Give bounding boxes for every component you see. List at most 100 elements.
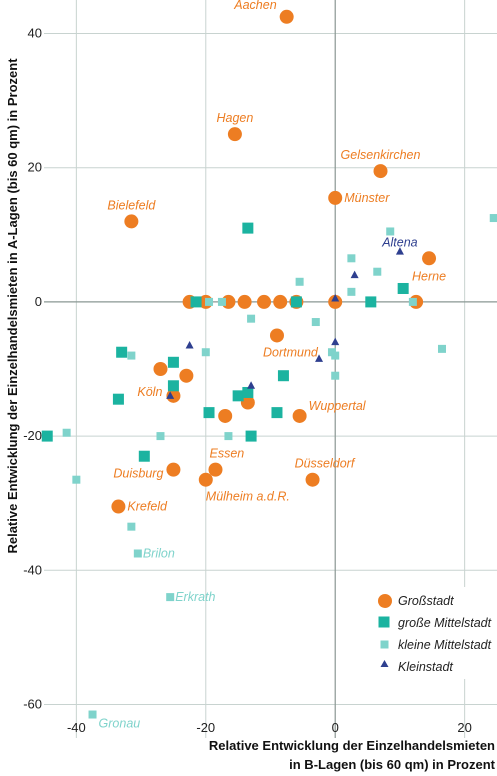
point-kleine_mittelstadt — [166, 593, 175, 602]
point-grosse_mittelstadt — [167, 356, 179, 368]
point-kleinstadt — [166, 391, 175, 399]
point-grosse_mittelstadt — [277, 370, 289, 382]
y-tick-label: 40 — [28, 26, 42, 41]
point-grosse_mittelstadt — [167, 380, 179, 392]
y-tick-label: -20 — [23, 428, 42, 443]
legend: Großstadt große Mittelstadt kleine Mitte… — [370, 587, 492, 679]
point-kleine_mittelstadt — [205, 297, 214, 306]
point-grossstadt — [198, 472, 213, 487]
point-grosse_mittelstadt — [138, 450, 150, 462]
point-grossstadt — [257, 294, 272, 309]
point-kleine_mittelstadt — [386, 227, 395, 236]
point-grosse_mittelstadt — [232, 390, 244, 402]
point-kleine_mittelstadt — [347, 287, 356, 296]
point-grossstadt — [124, 214, 139, 229]
point-label: Hagen — [216, 111, 253, 125]
legend-marker-kleinstadt — [380, 660, 389, 667]
point-grossstadt — [328, 190, 343, 205]
point-kleine_mittelstadt — [62, 428, 71, 437]
y-tick-label: -60 — [23, 696, 42, 711]
point-kleine_mittelstadt — [201, 348, 210, 357]
point-grossstadt — [269, 328, 284, 343]
point-kleinstadt — [350, 270, 359, 279]
point-kleine_mittelstadt — [224, 432, 233, 441]
point-label: Dortmund — [263, 345, 319, 359]
point-grossstadt — [227, 127, 242, 142]
point-label: Duisburg — [113, 467, 163, 481]
point-grossstadt — [279, 9, 294, 24]
legend-label-grossstadt: Großstadt — [398, 594, 454, 608]
point-kleine_mittelstadt — [72, 475, 81, 484]
point-kleinstadt — [331, 337, 340, 346]
tick-labels: -40 -20 0 20 -60 -40 -20 0 20 40 — [23, 26, 472, 735]
point-kleine_mittelstadt — [247, 314, 256, 323]
point-grosse_mittelstadt — [41, 430, 53, 442]
point-kleine_mittelstadt — [127, 522, 136, 531]
point-kleine_mittelstadt — [331, 371, 340, 380]
legend-marker-grossstadt — [378, 594, 392, 608]
point-grosse_mittelstadt — [112, 393, 124, 405]
point-label: Gronau — [99, 717, 141, 731]
point-grossstadt — [218, 408, 233, 423]
point-kleine_mittelstadt — [408, 297, 417, 306]
point-kleinstadt — [331, 294, 340, 302]
point-grossstadt — [208, 462, 223, 477]
point-label: Brilon — [143, 547, 175, 561]
point-grossstadt — [153, 362, 168, 376]
point-grosse_mittelstadt — [245, 430, 257, 442]
point-kleine_mittelstadt — [373, 267, 382, 276]
point-label: Düsseldorf — [295, 457, 356, 471]
legend-marker-grosse-mittelstadt — [378, 616, 390, 628]
point-label: Gelsenkirchen — [341, 148, 421, 162]
point-label: Herne — [412, 269, 446, 283]
point-grossstadt — [237, 294, 252, 309]
point-grossstadt — [422, 251, 437, 266]
point-grossstadt — [240, 395, 255, 410]
x-axis-title-line-1: Relative Entwicklung der Einzelhandelsmi… — [209, 738, 495, 753]
point-kleine_mittelstadt — [88, 710, 97, 719]
point-grosse_mittelstadt — [397, 282, 409, 294]
point-label: Krefeld — [127, 500, 168, 514]
legend-marker-kleine-mittelstadt — [380, 640, 389, 649]
point-grossstadt — [328, 294, 343, 309]
legend-label-kleine-mittelstadt: kleine Mittelstadt — [398, 638, 492, 652]
point-label: Münster — [344, 191, 390, 205]
point-label: Mülheim a.d.R. — [206, 490, 290, 504]
legend-label-grosse-mittelstadt: große Mittelstadt — [398, 616, 492, 630]
point-kleinstadt — [185, 341, 194, 349]
x-tick-label: -20 — [196, 720, 215, 735]
point-kleine_mittelstadt — [331, 351, 340, 360]
point-kleine_mittelstadt — [295, 277, 304, 286]
y-axis-title: Relative Entwicklung der Einzelhandelsmi… — [5, 58, 20, 554]
x-axis-title-line-2: in B-Lagen (bis 60 qm) in Prozent — [289, 757, 496, 772]
point-grosse_mittelstadt — [290, 296, 302, 308]
y-tick-label: 0 — [35, 294, 42, 309]
x-tick-label: 20 — [457, 720, 471, 735]
point-label: Altena — [381, 236, 417, 250]
point-grossstadt — [273, 294, 288, 309]
point-kleinstadt — [395, 247, 404, 255]
point-kleine_mittelstadt — [489, 214, 497, 223]
point-label: Aachen — [233, 0, 276, 12]
grid-lines — [44, 0, 497, 738]
point-labels: Aachen Hagen Gelsenkirchen Münster Bielefeld… — [99, 0, 447, 731]
point-kleinstadt — [247, 381, 256, 389]
data-points — [41, 9, 497, 719]
point-kleine_mittelstadt — [127, 351, 136, 360]
point-grosse_mittelstadt — [190, 296, 202, 308]
point-kleine_mittelstadt — [156, 432, 165, 441]
point-kleine_mittelstadt — [133, 549, 142, 558]
point-label: Erkrath — [175, 590, 215, 604]
legend-label-kleinstadt: Kleinstadt — [398, 660, 453, 674]
point-grosse_mittelstadt — [271, 407, 283, 419]
point-kleine_mittelstadt — [437, 344, 446, 353]
point-grosse_mittelstadt — [203, 407, 215, 419]
point-label: Essen — [209, 447, 244, 461]
point-grosse_mittelstadt — [365, 296, 377, 308]
point-kleine_mittelstadt — [217, 297, 226, 306]
x-tick-label: 0 — [332, 720, 339, 735]
point-grosse_mittelstadt — [116, 346, 128, 358]
y-tick-label: -40 — [23, 562, 42, 577]
point-grosse_mittelstadt — [242, 222, 254, 234]
